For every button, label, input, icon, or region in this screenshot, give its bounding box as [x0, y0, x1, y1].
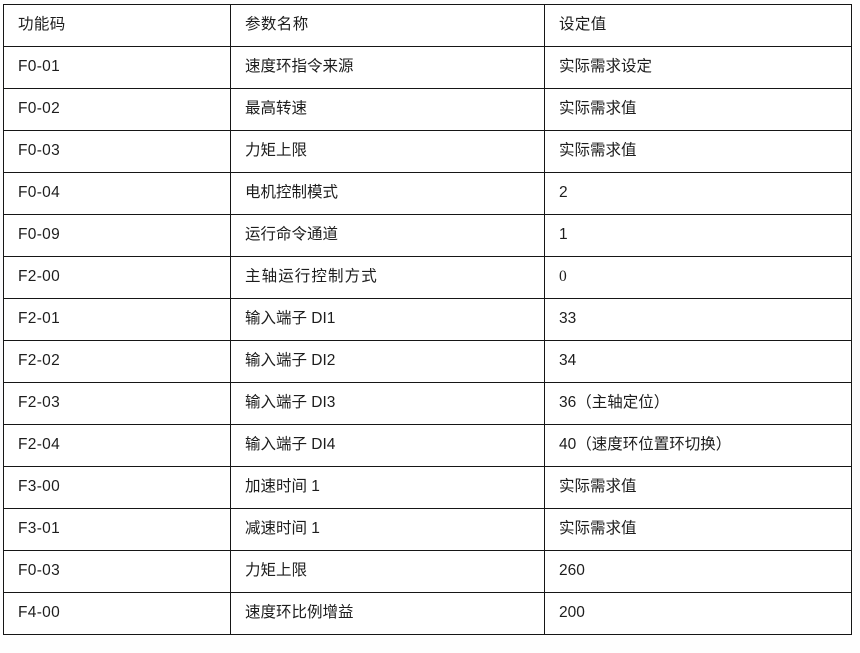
- table-row: F2-01 输入端子 DI1 33: [3, 298, 852, 341]
- cell-parameter-name: 力矩上限: [230, 130, 545, 173]
- cell-function-code: F2-04: [3, 424, 231, 467]
- cell-function-code: F4-00: [3, 592, 231, 635]
- cell-parameter-name: 输入端子 DI4: [230, 424, 545, 467]
- column-header-setting-value: 设定值: [544, 4, 852, 47]
- cell-setting-value: 实际需求值: [544, 130, 852, 173]
- cell-function-code: F2-00: [3, 256, 231, 299]
- cell-parameter-name: 输入端子 DI2: [230, 340, 545, 383]
- table-header: 功能码 参数名称 设定值: [3, 4, 852, 47]
- column-header-function-code: 功能码: [3, 4, 231, 47]
- cell-parameter-name: 输入端子 DI3: [230, 382, 545, 425]
- cell-setting-value: 260: [544, 550, 852, 593]
- cell-parameter-name: 速度环指令来源: [230, 46, 545, 89]
- cell-setting-value: 34: [544, 340, 852, 383]
- table-row: F2-04 输入端子 DI4 40（速度环位置环切换）: [3, 424, 852, 467]
- cell-function-code: F3-00: [3, 466, 231, 509]
- parameter-table: 功能码 参数名称 设定值 F0-01 速度环指令来源 实际需求设定 F0-02 最高转速…: [3, 4, 852, 635]
- cell-setting-value: 2: [544, 172, 852, 215]
- table-row: F0-02 最高转速 实际需求值: [3, 88, 852, 131]
- table-row: F0-03 力矩上限 实际需求值: [3, 130, 852, 173]
- cell-parameter-name: 输入端子 DI1: [230, 298, 545, 341]
- cell-function-code: F0-01: [3, 46, 231, 89]
- cell-function-code: F2-03: [3, 382, 231, 425]
- table-header-row: 功能码 参数名称 设定值: [3, 4, 852, 47]
- cell-setting-value: 0: [544, 256, 852, 299]
- column-header-parameter-name: 参数名称: [230, 4, 545, 47]
- cell-parameter-name: 力矩上限: [230, 550, 545, 593]
- cell-setting-value: 实际需求值: [544, 466, 852, 509]
- cell-function-code: F0-03: [3, 550, 231, 593]
- cell-parameter-name: 运行命令通道: [230, 214, 545, 257]
- table-row: F0-01 速度环指令来源 实际需求设定: [3, 46, 852, 89]
- table-row: F0-03 力矩上限 260: [3, 550, 852, 593]
- table-body: F0-01 速度环指令来源 实际需求设定 F0-02 最高转速 实际需求值 F0-03 力矩上…: [3, 46, 852, 635]
- cell-parameter-name: 最高转速: [230, 88, 545, 131]
- cell-function-code: F0-02: [3, 88, 231, 131]
- parameter-table-container: 功能码 参数名称 设定值 F0-01 速度环指令来源 实际需求设定 F0-02 最高转速…: [3, 4, 852, 636]
- table-row: F2-03 输入端子 DI3 36（主轴定位）: [3, 382, 852, 425]
- table-row: F4-00 速度环比例增益 200: [3, 592, 852, 635]
- cell-function-code: F0-04: [3, 172, 231, 215]
- cell-setting-value: 实际需求设定: [544, 46, 852, 89]
- table-row: F2-00 主轴运行控制方式 0: [3, 256, 852, 299]
- table-row: F0-09 运行命令通道 1: [3, 214, 852, 257]
- cell-setting-value: 40（速度环位置环切换）: [544, 424, 852, 467]
- cell-function-code: F0-03: [3, 130, 231, 173]
- cell-function-code: F2-01: [3, 298, 231, 341]
- cell-parameter-name: 电机控制模式: [230, 172, 545, 215]
- cell-function-code: F3-01: [3, 508, 231, 551]
- cell-setting-value: 实际需求值: [544, 508, 852, 551]
- table-row: F2-02 输入端子 DI2 34: [3, 340, 852, 383]
- cell-parameter-name: 速度环比例增益: [230, 592, 545, 635]
- cell-setting-value: 36（主轴定位）: [544, 382, 852, 425]
- table-row: F3-01 减速时间 1 实际需求值: [3, 508, 852, 551]
- cell-parameter-name: 主轴运行控制方式: [230, 256, 545, 299]
- cell-setting-value: 实际需求值: [544, 88, 852, 131]
- cell-parameter-name: 减速时间 1: [230, 508, 545, 551]
- table-row: F3-00 加速时间 1 实际需求值: [3, 466, 852, 509]
- cell-parameter-name: 加速时间 1: [230, 466, 545, 509]
- cell-function-code: F0-09: [3, 214, 231, 257]
- cell-setting-value: 200: [544, 592, 852, 635]
- cell-setting-value: 1: [544, 214, 852, 257]
- table-row: F0-04 电机控制模式 2: [3, 172, 852, 215]
- cell-function-code: F2-02: [3, 340, 231, 383]
- cell-setting-value: 33: [544, 298, 852, 341]
